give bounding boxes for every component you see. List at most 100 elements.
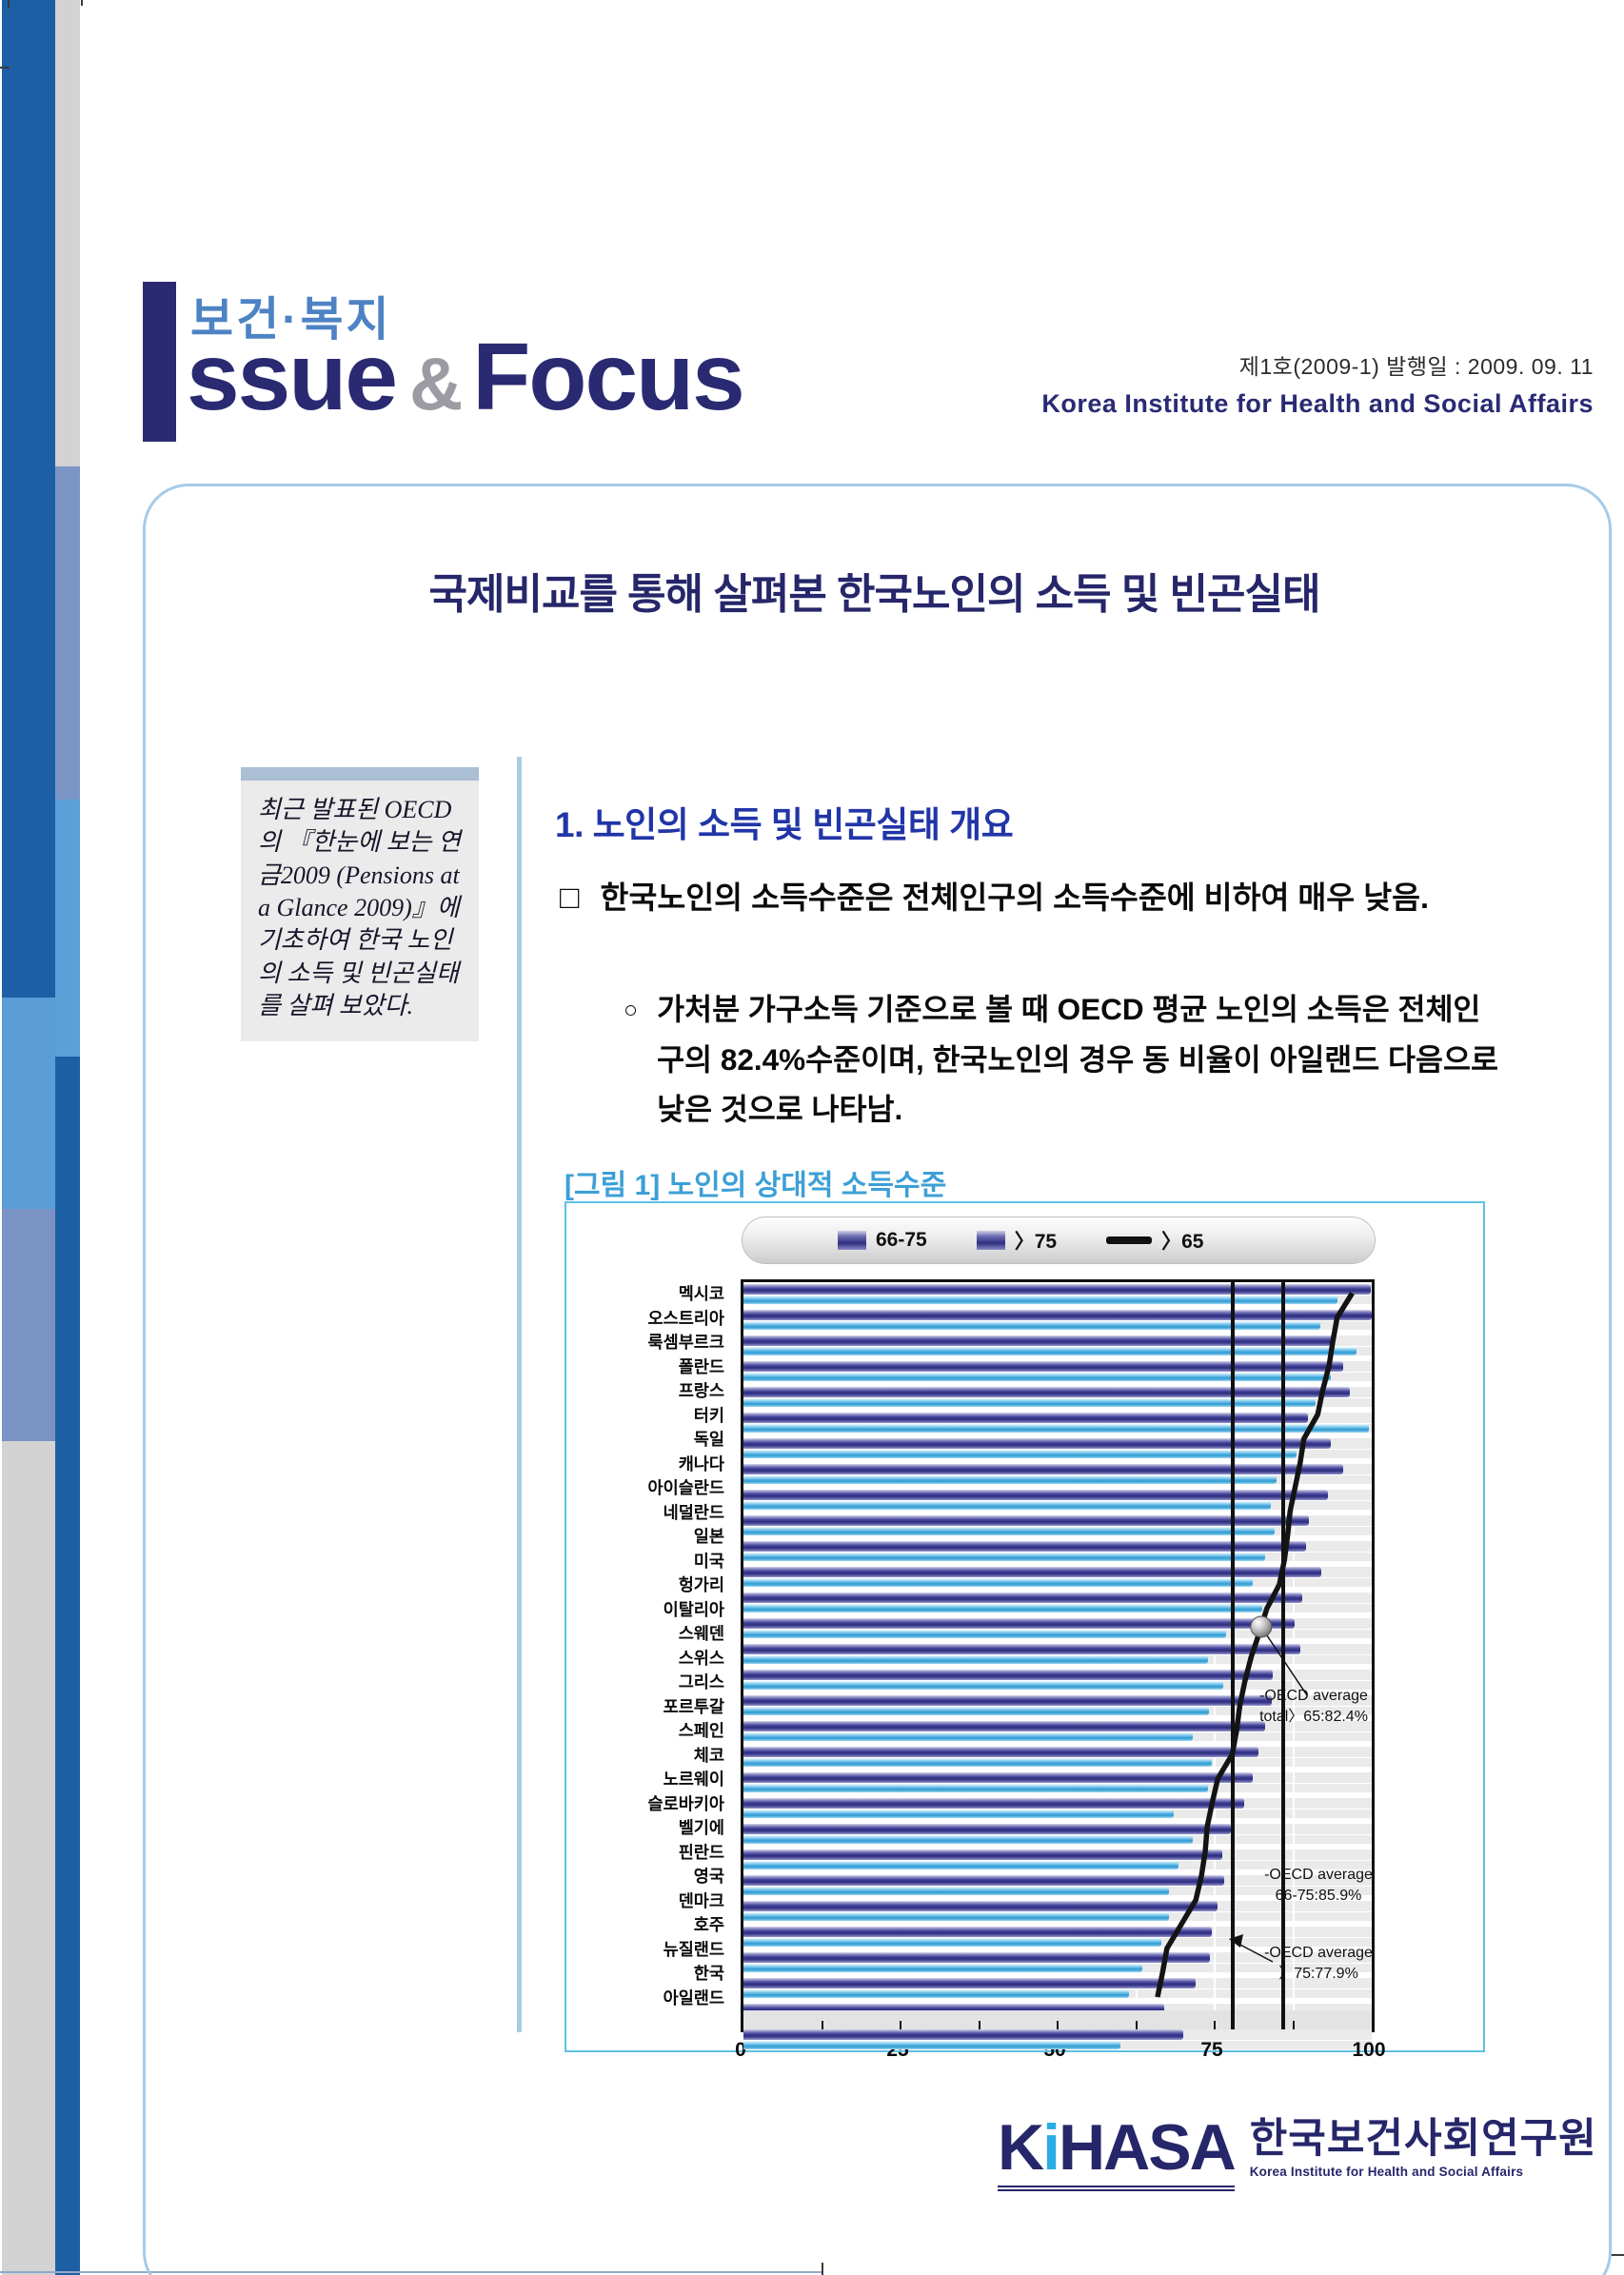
country-row (743, 1823, 1372, 1849)
bar-track (743, 1283, 1372, 1295)
figure-box: 66-75 〉75 〉65 멕시코 오스트리아 룩셈부르크 폴란드 프랑스 터키 독일 캐나다… (564, 1201, 1485, 2061)
bar-track (743, 1783, 1372, 1792)
bar-66-75 (743, 2028, 1183, 2040)
category-label: 터키 (693, 1405, 724, 1425)
country-row (743, 1309, 1372, 1335)
category-label: 헝가리 (678, 1575, 724, 1594)
bar-over-75 (743, 1603, 1262, 1612)
country-row (743, 1951, 1372, 1977)
paragraph-2-text: 가처분 가구소득 기준으로 볼 때 OECD 평균 노인의 소득은 전체인구의 … (657, 992, 1498, 1127)
bar-66-75 (743, 1900, 1218, 1911)
bar-over-75 (743, 1886, 1170, 1895)
axis-tick (1214, 2021, 1216, 2029)
axis-tick (1135, 2021, 1138, 2029)
bar-track (743, 1797, 1372, 1809)
bar-track (743, 1860, 1372, 1869)
footer-org-names: 한국보건사회연구원 Korea Institute for Health and… (1249, 2116, 1597, 2180)
circle-bullet-icon: ○ (624, 997, 639, 1023)
bar-over-75 (743, 1423, 1369, 1433)
figure-caption: [그림 1] 노인의 상대적 소득수준 (564, 1170, 947, 1201)
country-row (743, 1335, 1372, 1360)
side-note: 최근 발표된 OECD의 『한눈에 보는 연금2009 (Pensions at… (241, 767, 479, 1042)
chart-category-labels: 멕시코 오스트리아 룩셈부르크 폴란드 프랑스 터키 독일 캐나다 아이슬란드 네덜란드 일본 미국 헝… (566, 1282, 734, 2010)
bar-track (743, 1963, 1372, 1972)
bar-track (743, 1423, 1372, 1433)
bar-over-75 (743, 1474, 1277, 1484)
bar-66-75 (743, 2003, 1165, 2014)
category-label: 핀란드 (678, 1842, 724, 1862)
country-row (743, 1771, 1372, 1797)
country-row (743, 1977, 1372, 2003)
category-label: 일본 (693, 1527, 724, 1546)
bar-track (743, 1694, 1372, 1706)
stripe-b3 (55, 800, 80, 1057)
category-label: 멕시코 (678, 1284, 724, 1303)
bar-66-75 (743, 1771, 1253, 1783)
bar-track (743, 1680, 1372, 1690)
bar-over-75 (743, 1757, 1212, 1767)
crop-mark (81, 0, 83, 6)
masthead-logo: ssue & Focus (187, 329, 745, 425)
bar-track (743, 1295, 1372, 1304)
country-row (743, 1463, 1372, 1489)
bar-66-75 (743, 1335, 1335, 1346)
oecd-average-annotation: -OECD average 66-75:85.9% (1264, 1867, 1373, 1904)
bar-track (743, 1937, 1372, 1947)
bar-over-75 (743, 1680, 1223, 1690)
bar-over-75 (743, 1526, 1275, 1535)
country-row (743, 1514, 1372, 1540)
kihasa-i-dot: i (1042, 2111, 1060, 2184)
category-label: 그리스 (678, 1672, 724, 1691)
bar-track (743, 1489, 1372, 1500)
country-row (743, 1489, 1372, 1514)
bar-track (743, 1823, 1372, 1834)
bar-66-75 (743, 1309, 1372, 1320)
axis-tick (1292, 2021, 1295, 2029)
bar-track (743, 1474, 1372, 1484)
bar-track (743, 1629, 1372, 1638)
bar-track (743, 1320, 1372, 1330)
bar-track (743, 1731, 1372, 1741)
bar-66-75 (743, 1926, 1212, 1937)
kihasa-logo: KiHASA (998, 2115, 1237, 2191)
stripe-a3 (2, 1209, 55, 1441)
bar-over-75 (743, 1706, 1210, 1715)
bar-track (743, 2040, 1372, 2049)
x-axis-label: 75 (1200, 2039, 1223, 2061)
bar-66-75 (743, 1360, 1344, 1372)
country-row (743, 1283, 1372, 1309)
country-row (743, 2028, 1372, 2054)
axis-tick (1057, 2021, 1059, 2029)
bar-over-75 (743, 1731, 1193, 1741)
category-label: 벨기에 (678, 1818, 724, 1837)
legend-label: 66-75 (876, 1229, 927, 1251)
legend-label: 〉75 (1014, 1231, 1058, 1253)
institute-name-en-small: Korea Institute for Health and Social Af… (1249, 2165, 1524, 2179)
bar-track (743, 1346, 1372, 1355)
section-heading: 1. 노인의 소득 및 빈곤실태 개요 (555, 805, 1014, 844)
issue-number-line: 제1호(2009-1) 발행일 : 2009. 09. 11 (1238, 354, 1594, 379)
masthead-ampersand: & (408, 342, 464, 425)
institute-name-kr: 한국보건사회연구원 (1249, 2116, 1597, 2162)
bar-track (743, 1757, 1372, 1767)
bar-over-75 (743, 1834, 1193, 1844)
arrowhead-icon (1229, 1934, 1243, 1948)
bar-66-75 (743, 1643, 1300, 1654)
bar-track (743, 1874, 1372, 1886)
legend-swatch-bar-icon (838, 1231, 866, 1250)
bar-track (743, 1849, 1372, 1860)
oecd-average-line (1231, 1282, 1236, 2029)
bar-over-75 (743, 1577, 1253, 1587)
paragraph-1-text: 한국노인의 소득수준은 전체인구의 소득수준에 비하여 매우 낮음. (600, 880, 1430, 915)
country-row (743, 1540, 1372, 1566)
bar-over-75 (743, 1552, 1266, 1561)
legend-swatch-bar-icon (976, 1231, 1005, 1250)
bar-66-75 (743, 1951, 1211, 1963)
institute-name-en: Korea Institute for Health and Social Af… (1041, 389, 1594, 418)
axis-tick (900, 2021, 901, 2029)
bar-over-75 (743, 2040, 1120, 2049)
crop-mark (8, 0, 10, 9)
bar-over-75 (743, 1783, 1209, 1792)
paragraph-1: □ 한국노인의 소득수준은 전체인구의 소득수준에 비하여 매우 낮음. (560, 874, 1521, 922)
